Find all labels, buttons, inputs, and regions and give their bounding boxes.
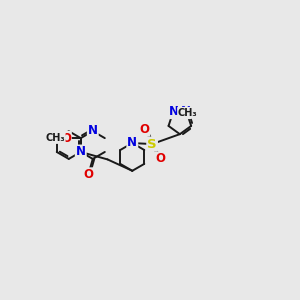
Text: N: N	[181, 105, 191, 118]
Text: S: S	[147, 138, 157, 151]
Text: CH₃: CH₃	[45, 133, 65, 143]
Text: N: N	[88, 124, 98, 137]
Text: O: O	[83, 168, 93, 181]
Text: O: O	[61, 132, 71, 145]
Text: N: N	[127, 136, 137, 149]
Text: O: O	[155, 152, 165, 165]
Text: CH₃: CH₃	[178, 108, 197, 118]
Text: N: N	[169, 105, 179, 118]
Text: O: O	[139, 123, 149, 136]
Text: N: N	[76, 146, 86, 158]
